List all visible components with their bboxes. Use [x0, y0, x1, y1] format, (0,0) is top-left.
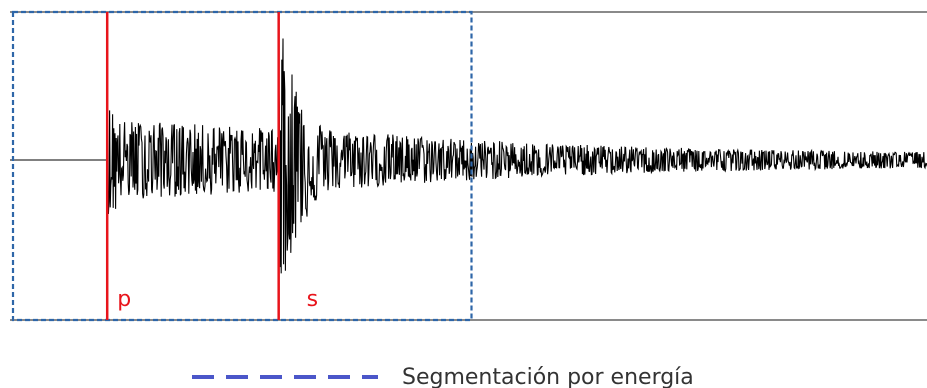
s-arrival-label: s [307, 287, 318, 312]
legend: Segmentación por energía [192, 365, 694, 388]
energy-segment-box [11, 10, 473, 322]
legend-label: Segmentación por energía [402, 365, 694, 388]
waveform-line [10, 38, 927, 274]
seismic-waveform [10, 38, 927, 274]
p-arrival-label: p [117, 287, 131, 312]
